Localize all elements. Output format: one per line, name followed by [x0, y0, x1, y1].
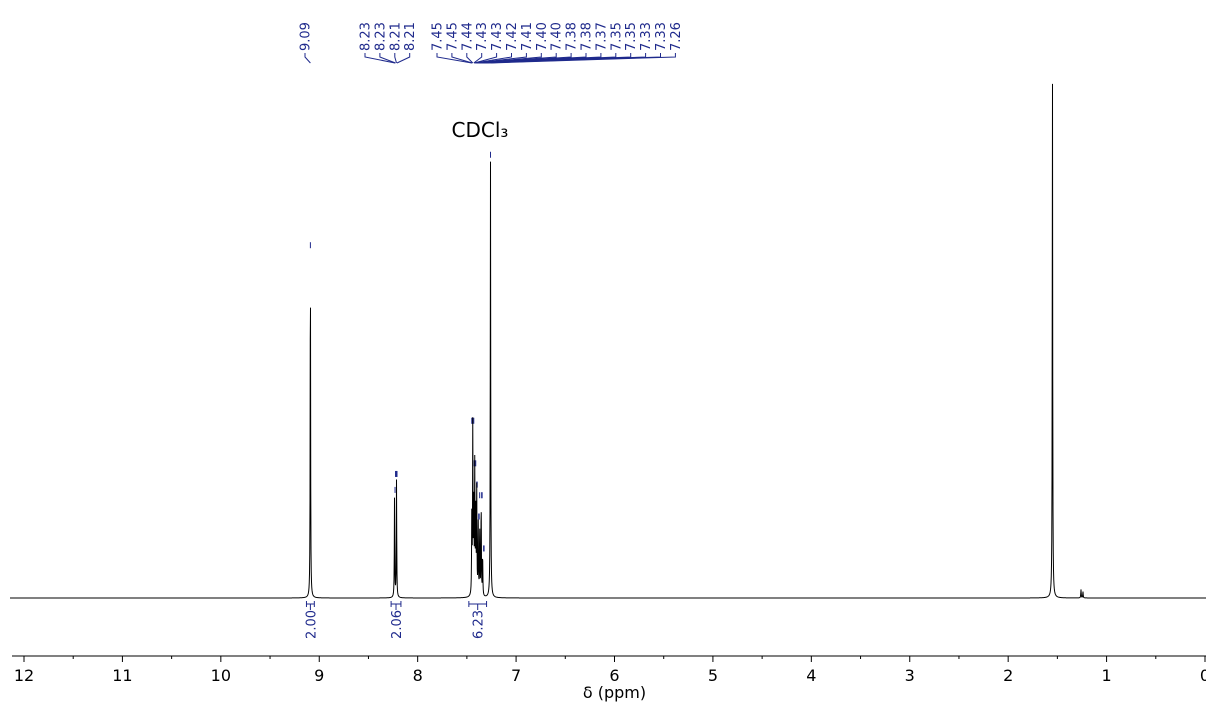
peak-label: 8.23 [373, 22, 388, 51]
peak-connector [394, 53, 397, 64]
x-tick-label: 7 [511, 666, 521, 685]
x-tick-label: 6 [609, 666, 619, 685]
peak-label: 7.40 [535, 22, 550, 51]
x-tick-label: 10 [211, 666, 231, 685]
peak-label: 7.26 [669, 22, 684, 51]
peak-connector [474, 53, 498, 64]
peak-label: 8.21 [403, 22, 418, 51]
peak-label: 7.42 [505, 22, 520, 51]
peak-label: 7.45 [431, 22, 446, 51]
solvent-label: CDCl₃ [452, 118, 509, 142]
peak-label: 7.43 [475, 22, 490, 51]
x-tick-label: 11 [112, 666, 132, 685]
peak-label: 7.45 [445, 22, 460, 51]
x-axis: 12 11 10 9 8 7 6 5 4 3 2 1 0 [12, 655, 1206, 685]
peak-label: 7.43 [490, 22, 505, 51]
x-tick-label: 0 [1200, 666, 1206, 685]
peak-label: 7.37 [594, 22, 609, 51]
peak-connector [451, 53, 473, 64]
peak-label: 7.38 [580, 22, 595, 51]
peak-connector [304, 53, 311, 64]
x-tick-label: 8 [413, 666, 423, 685]
peak-label: 8.23 [359, 22, 374, 51]
peak-label: 7.40 [550, 22, 565, 51]
peak-connector [466, 53, 474, 64]
peak-connector [396, 53, 411, 64]
peak-label: 7.35 [609, 22, 624, 51]
integral-label: 2.06 [390, 610, 405, 639]
peak-label: 7.33 [639, 22, 654, 51]
x-tick-label: 2 [1003, 666, 1013, 685]
integral-label: 6.23 [472, 610, 487, 639]
spectrum-trace [10, 83, 1206, 599]
x-axis-title: δ (ppm) [583, 683, 646, 702]
x-tick-label: 1 [1101, 666, 1111, 685]
peak-label: 8.21 [388, 22, 403, 51]
peak-connector [436, 53, 472, 64]
peak-connector [379, 53, 396, 64]
peak-connector [474, 53, 512, 64]
peak-connector [490, 53, 676, 64]
x-tick-label: 3 [905, 666, 915, 685]
peak-label: 7.38 [565, 22, 580, 51]
peak-connector [473, 53, 483, 64]
peak-label: 7.33 [654, 22, 669, 51]
peak-label: 7.41 [520, 22, 535, 51]
x-tick-label: 5 [708, 666, 718, 685]
peak-connector [364, 53, 396, 64]
integral-layer: 2.00 2.06 6.23 [304, 601, 488, 639]
peak-annotation-layer: 9.09 8.23 8.23 8.21 8.21 7.45 7.45 7.44 7.43 7.43… [299, 22, 684, 552]
peak-label: 7.35 [624, 22, 639, 51]
x-tick-label: 4 [806, 666, 816, 685]
peak-label: 7.44 [460, 22, 475, 51]
peak-label: 9.09 [299, 22, 314, 51]
x-tick-label: 12 [14, 666, 34, 685]
integral-label: 2.00 [304, 610, 319, 639]
x-tick-label: 9 [314, 666, 324, 685]
peak-connector [475, 53, 527, 64]
